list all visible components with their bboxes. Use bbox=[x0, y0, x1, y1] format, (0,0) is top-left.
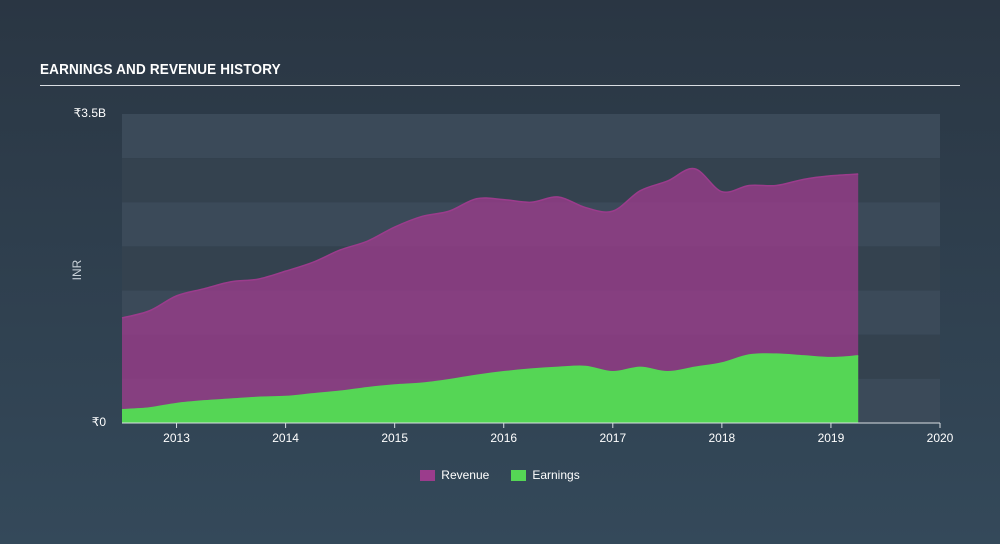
legend-label-earnings: Earnings bbox=[532, 468, 580, 482]
axes: 2013 2014 2015 2016 2017 2018 2019 2020 ₹3.5B ₹0 bbox=[74, 106, 954, 445]
x-tick-label: 2015 bbox=[381, 431, 408, 445]
y-tick-label-min: ₹0 bbox=[92, 415, 107, 429]
revenue-area bbox=[122, 168, 859, 423]
x-tick-label: 2018 bbox=[709, 431, 736, 445]
grid-band bbox=[122, 114, 940, 159]
legend-item-earnings[interactable]: Earnings bbox=[511, 468, 580, 482]
legend-label-revenue: Revenue bbox=[441, 468, 490, 482]
x-tick-label: 2019 bbox=[818, 431, 845, 445]
x-tick-label: 2020 bbox=[927, 431, 954, 445]
legend-item-revenue[interactable]: Revenue bbox=[420, 468, 489, 482]
x-tick-label: 2016 bbox=[490, 431, 517, 445]
y-tick-label-max: ₹3.5B bbox=[74, 106, 106, 120]
x-tick-label: 2017 bbox=[599, 431, 626, 445]
y-axis-label: INR bbox=[70, 259, 84, 280]
earnings-area bbox=[122, 353, 859, 423]
revenue-line bbox=[121, 167, 859, 319]
title-divider bbox=[40, 85, 960, 86]
x-tick-label: 2013 bbox=[163, 431, 190, 445]
earnings-line bbox=[121, 353, 859, 411]
legend: Revenue Earnings bbox=[0, 468, 1000, 482]
series-areas bbox=[121, 167, 859, 423]
legend-swatch-earnings bbox=[511, 469, 527, 481]
legend-swatch-revenue bbox=[420, 469, 436, 481]
chart-title: EARNINGS AND REVENUE HISTORY bbox=[40, 61, 281, 78]
x-tick-label: 2014 bbox=[272, 431, 299, 445]
